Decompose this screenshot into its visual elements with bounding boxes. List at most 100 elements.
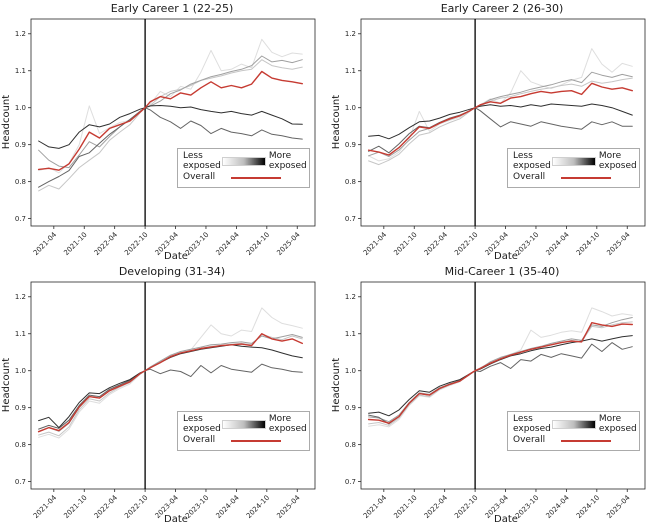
svg-text:1.0: 1.0 [15, 104, 26, 112]
overall-line-swatch [561, 440, 611, 443]
svg-text:1.0: 1.0 [15, 367, 26, 375]
svg-text:2022-04: 2022-04 [423, 230, 450, 257]
svg-text:2023-10: 2023-10 [514, 231, 540, 257]
svg-text:1.2: 1.2 [345, 293, 356, 301]
svg-text:0.9: 0.9 [15, 404, 26, 412]
x-axis-label: Date [494, 514, 518, 525]
plot-developing: Developing (31-34) Headcount Date 0.7 0.8… [1, 265, 316, 525]
exposure-gradient-swatch [551, 420, 596, 430]
legend-more-exposed-label: More exposed [598, 151, 637, 171]
svg-text:2022-10: 2022-10 [453, 494, 479, 520]
svg-text:2022-04: 2022-04 [423, 493, 450, 520]
svg-text:0.8: 0.8 [345, 178, 356, 186]
svg-text:2022-04: 2022-04 [93, 493, 120, 520]
svg-text:2022-04: 2022-04 [93, 230, 120, 257]
svg-text:2021-04: 2021-04 [32, 230, 59, 257]
exposure-gradient-swatch [551, 157, 596, 167]
x-axis-label: Date [494, 251, 518, 262]
legend: Less exposed More exposed Overall [177, 148, 310, 189]
svg-text:2021-10: 2021-10 [62, 494, 88, 520]
exposure-gradient-swatch [221, 420, 266, 430]
chart-early-career-1: Early Career 1 (22-25) Headcount Date 0.… [0, 0, 330, 263]
legend-less-exposed-label: Less exposed [183, 151, 221, 171]
svg-text:1.2: 1.2 [15, 30, 26, 38]
svg-text:0.7: 0.7 [345, 215, 356, 223]
plot-mid-career-1: Mid-Career 1 (35-40) Headcount Date 0.7 0… [331, 265, 646, 525]
legend: Less exposed More exposed Overall [507, 148, 640, 189]
svg-text:2024-10: 2024-10 [575, 231, 601, 257]
svg-text:2021-04: 2021-04 [362, 230, 389, 257]
svg-text:2024-04: 2024-04 [544, 230, 571, 257]
chart-developing: Developing (31-34) Headcount Date 0.7 0.8… [0, 263, 330, 526]
y-axis-label: Headcount [1, 358, 12, 412]
svg-text:2021-04: 2021-04 [362, 493, 389, 520]
legend-less-exposed-label: Less exposed [513, 151, 551, 171]
svg-text:0.9: 0.9 [345, 141, 356, 149]
legend-more-exposed-label: More exposed [268, 414, 307, 434]
overall-line-swatch [561, 177, 611, 180]
y-axis-label: Headcount [331, 95, 342, 149]
svg-text:2025-04: 2025-04 [605, 230, 632, 257]
svg-text:0.8: 0.8 [15, 441, 26, 449]
legend: Less exposed More exposed Overall [507, 411, 640, 452]
svg-text:0.7: 0.7 [15, 478, 26, 486]
svg-text:2022-10: 2022-10 [123, 494, 149, 520]
svg-text:2023-10: 2023-10 [184, 231, 210, 257]
svg-text:1.0: 1.0 [345, 104, 356, 112]
x-axis-label: Date [164, 251, 188, 262]
svg-text:1.1: 1.1 [345, 67, 356, 75]
legend-less-exposed-label: Less exposed [513, 414, 551, 434]
chart-title: Early Career 1 (22-25) [111, 2, 234, 15]
svg-text:2021-04: 2021-04 [32, 493, 59, 520]
svg-text:2024-04: 2024-04 [214, 493, 241, 520]
svg-text:2024-04: 2024-04 [214, 230, 241, 257]
chart-mid-career-1: Mid-Career 1 (35-40) Headcount Date 0.7 0… [330, 263, 660, 526]
legend-overall-label: Overall [183, 172, 216, 183]
legend-overall-label: Overall [513, 435, 546, 446]
svg-text:1.1: 1.1 [15, 330, 26, 338]
chart-title: Mid-Career 1 (35-40) [445, 265, 560, 278]
exposure-gradient-swatch [221, 157, 266, 167]
svg-text:2025-04: 2025-04 [605, 493, 632, 520]
legend-overall-label: Overall [183, 435, 216, 446]
svg-text:0.8: 0.8 [345, 441, 356, 449]
svg-text:2025-04: 2025-04 [275, 230, 302, 257]
svg-text:2022-10: 2022-10 [123, 231, 149, 257]
svg-text:2021-10: 2021-10 [62, 231, 88, 257]
svg-text:2023-10: 2023-10 [184, 494, 210, 520]
svg-text:2024-10: 2024-10 [245, 494, 271, 520]
y-axis-label: Headcount [331, 358, 342, 412]
legend-more-exposed-label: More exposed [598, 414, 637, 434]
svg-text:1.2: 1.2 [345, 30, 356, 38]
svg-text:1.1: 1.1 [15, 67, 26, 75]
legend-overall-label: Overall [513, 172, 546, 183]
svg-text:2024-04: 2024-04 [544, 493, 571, 520]
svg-text:0.9: 0.9 [15, 141, 26, 149]
svg-text:2025-04: 2025-04 [275, 493, 302, 520]
svg-text:2022-10: 2022-10 [453, 231, 479, 257]
plot-early-career-1: Early Career 1 (22-25) Headcount Date 0.… [1, 2, 316, 262]
svg-text:0.7: 0.7 [15, 215, 26, 223]
svg-text:0.8: 0.8 [15, 178, 26, 186]
svg-text:0.9: 0.9 [345, 404, 356, 412]
svg-text:1.2: 1.2 [15, 293, 26, 301]
svg-text:0.7: 0.7 [345, 478, 356, 486]
svg-text:2024-10: 2024-10 [575, 494, 601, 520]
svg-text:2023-10: 2023-10 [514, 494, 540, 520]
svg-text:2021-10: 2021-10 [392, 231, 418, 257]
legend-less-exposed-label: Less exposed [183, 414, 221, 434]
legend: Less exposed More exposed Overall [177, 411, 310, 452]
legend-more-exposed-label: More exposed [268, 151, 307, 171]
chart-title: Early Career 2 (26-30) [441, 2, 564, 15]
overall-line-swatch [231, 440, 281, 443]
svg-text:2024-10: 2024-10 [245, 231, 271, 257]
y-axis-label: Headcount [1, 95, 12, 149]
x-axis-label: Date [164, 514, 188, 525]
chart-title: Developing (31-34) [119, 265, 225, 278]
overall-line-swatch [231, 177, 281, 180]
svg-text:2021-10: 2021-10 [392, 494, 418, 520]
